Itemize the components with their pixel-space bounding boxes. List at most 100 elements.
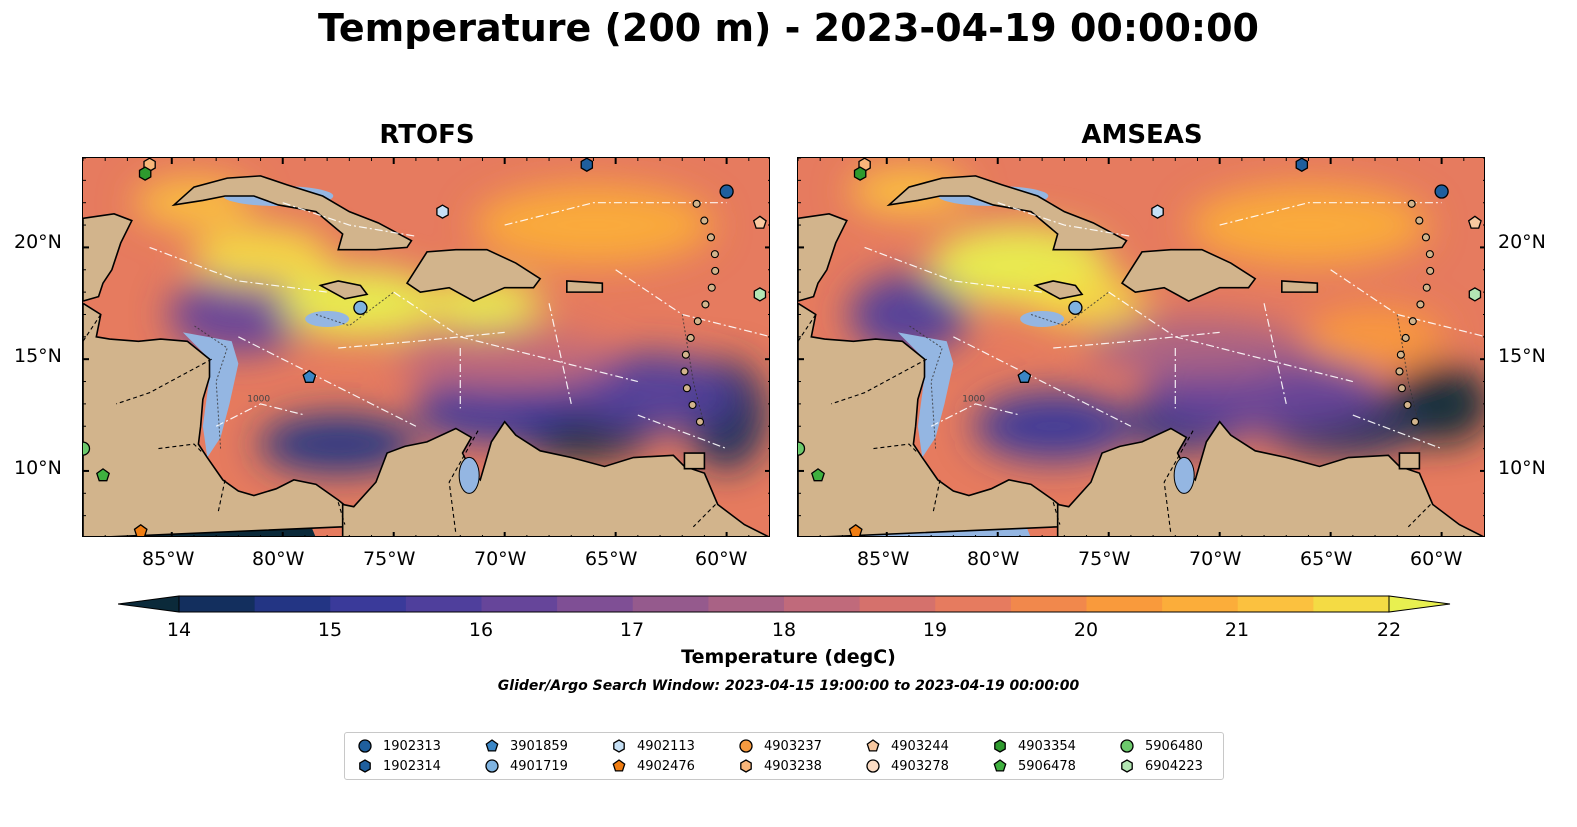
legend-label: 4903238: [764, 758, 822, 774]
colorbar-segment: [1010, 596, 1087, 612]
float-marker-4902476: [848, 523, 863, 536]
colorbar-segment: [179, 596, 256, 612]
legend-marker-icon: [612, 759, 626, 772]
lon-label-80w-b: 80°W: [967, 548, 1020, 570]
float-marker-5906478: [96, 468, 110, 482]
land-centralNorth: [798, 302, 1066, 536]
colorbar-tick: 22: [1376, 619, 1402, 641]
legend-item: 5906480: [1119, 738, 1203, 754]
float-marker-6904223: [1468, 287, 1482, 302]
land-jamaica: [318, 280, 369, 300]
float-marker-4903354: [138, 166, 152, 181]
float-marker-5906480: [798, 441, 806, 456]
colorbar-segment: [1086, 596, 1163, 612]
land-southAm: [1056, 420, 1484, 536]
legend-item: 4903237: [738, 738, 822, 754]
legend-item: 4902113: [611, 738, 695, 754]
legend-marker-icon: [1121, 759, 1133, 773]
float-marker-6904223: [753, 287, 767, 302]
land-yucatan: [83, 213, 133, 302]
float-marker-4902113: [436, 204, 449, 219]
legend-label: 6904223: [1145, 758, 1203, 774]
legend-label: 1902313: [383, 738, 441, 754]
legend-item: 4903244: [865, 738, 949, 754]
lat-label-15n-right: 15°N: [1498, 345, 1546, 367]
legend-marker-icon: [1120, 739, 1134, 753]
legend-item: 4903278: [865, 758, 949, 774]
legend-label: 4903354: [1018, 738, 1076, 754]
legend-marker-icon: [613, 739, 625, 753]
land-hispaniola: [405, 248, 542, 302]
float-marker-1902314: [1295, 158, 1309, 172]
lon-label-70w-b: 70°W: [1189, 548, 1242, 570]
legend-marker-icon: [866, 759, 880, 773]
colorbar-tick: 19: [922, 619, 948, 641]
colorbar-segment: [1313, 596, 1390, 612]
land-hispaniola: [1120, 248, 1257, 302]
colorbar-tick: 15: [317, 619, 343, 641]
colorbar-segment: [784, 596, 861, 612]
legend-label: 4903237: [764, 738, 822, 754]
legend-marker-icon: [739, 739, 753, 753]
legend-label: 4902476: [637, 758, 695, 774]
legend-label: 5906480: [1145, 738, 1203, 754]
land-puertoRico: [566, 280, 604, 293]
lon-label-60w: 60°W: [695, 548, 748, 570]
legend-marker-icon: [740, 759, 752, 773]
lon-label-65w-b: 65°W: [1300, 548, 1353, 570]
lon-label-85w-b: 85°W: [857, 548, 910, 570]
colorbar-segment: [254, 596, 331, 612]
float-marker-1902314: [580, 158, 594, 172]
float-marker-1902313: [1434, 184, 1449, 199]
float-marker-4903354: [853, 166, 867, 181]
colorbar-tick: 17: [619, 619, 645, 641]
lon-label-80w: 80°W: [252, 548, 305, 570]
contour-label: 1000: [962, 395, 985, 405]
lon-label-60w-b: 60°W: [1410, 548, 1463, 570]
float-marker-4903244: [752, 215, 767, 229]
lon-label-85w: 85°W: [142, 548, 195, 570]
float-marker-3901859: [1017, 369, 1032, 383]
lon-label-65w: 65°W: [585, 548, 638, 570]
legend-marker-icon: [358, 739, 372, 753]
legend-label: 4902113: [637, 738, 695, 754]
search-window-caption: Glider/Argo Search Window: 2023-04-15 19…: [497, 678, 1080, 694]
colorbar-segment: [1237, 596, 1314, 612]
colorbar-segment: [632, 596, 709, 612]
colorbar-segment: [405, 596, 482, 612]
colorbar-tick: 21: [1224, 619, 1250, 641]
lat-label-20n-right: 20°N: [1498, 231, 1546, 253]
land-trinidad: [1398, 452, 1421, 470]
legend-item: 3901859: [484, 738, 568, 754]
lon-label-75w-b: 75°W: [1078, 548, 1131, 570]
panel-title-amseas: AMSEAS: [1081, 120, 1203, 150]
land-trinidad: [683, 452, 706, 470]
float-marker-5906480: [83, 441, 91, 456]
colorbar-tick: 16: [468, 619, 494, 641]
float-marker-4902113: [1151, 204, 1164, 219]
colorbar-segment: [1162, 596, 1239, 612]
colorbar-segment: [330, 596, 407, 612]
legend-item: 4903354: [992, 738, 1076, 754]
land-southAm: [341, 420, 769, 536]
map-rtofs[interactable]: 1000: [82, 157, 770, 537]
legend-label: 3901859: [510, 738, 568, 754]
legend-item: 4901719: [484, 758, 568, 774]
lat-label-10n: 10°N: [14, 457, 62, 479]
panel-title-rtofs: RTOFS: [379, 120, 475, 150]
legend-marker-icon: [485, 739, 499, 752]
legend-label: 1902314: [383, 758, 441, 774]
legend-item: 6904223: [1119, 758, 1203, 774]
legend-item: 4902476: [611, 758, 695, 774]
colorbar-extend-high: [1388, 595, 1451, 613]
colorbar-segment: [481, 596, 558, 612]
float-marker-4903244: [1467, 215, 1482, 229]
float-marker-1902313: [719, 184, 734, 199]
map-amseas[interactable]: 1000: [797, 157, 1485, 537]
legend-label: 4903278: [891, 758, 949, 774]
lat-label-15n: 15°N: [14, 345, 62, 367]
colorbar-label: Temperature (degC): [681, 646, 896, 668]
colorbar-tick: 18: [771, 619, 797, 641]
colorbar-segment: [935, 596, 1012, 612]
legend-label: 5906478: [1018, 758, 1076, 774]
